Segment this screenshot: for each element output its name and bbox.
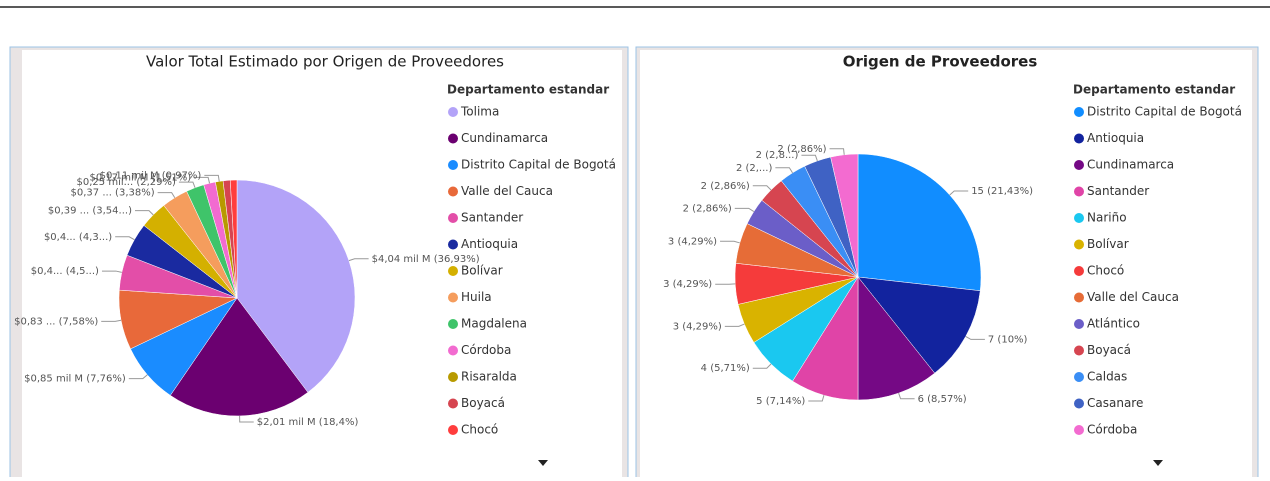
- legend-label: Tolima: [460, 105, 499, 119]
- data-label: $0,83 ... (7,58%): [14, 316, 98, 327]
- data-label: 3 (4,29%): [663, 279, 712, 290]
- legend-label: Valle del Cauca: [461, 184, 553, 198]
- data-label: $0,39 ... (3,54...): [48, 206, 132, 217]
- legend-swatch: [448, 293, 458, 303]
- data-label: $0,37 ... (3,38%): [71, 188, 155, 199]
- legend-label: Distrito Capital de Bogotá: [461, 158, 616, 172]
- legend-label: Cundinamarca: [461, 131, 548, 145]
- legend-swatch: [448, 240, 458, 250]
- chart-title: Valor Total Estimado por Origen de Prove…: [146, 53, 504, 71]
- data-label: 5 (7,14%): [756, 396, 805, 407]
- legend-label: Caldas: [1087, 370, 1127, 384]
- legend-label: Valle del Cauca: [1087, 290, 1179, 304]
- data-label: $2,01 mil M (18,4%): [257, 417, 359, 428]
- chart-title: Origen de Proveedores: [843, 53, 1038, 71]
- legend-label: Santander: [461, 211, 523, 225]
- legend-swatch: [1074, 240, 1084, 250]
- legend-label: Córdoba: [1087, 423, 1137, 437]
- data-label: $0,85 mil M (7,76%): [24, 374, 126, 385]
- legend-swatch: [1074, 187, 1084, 197]
- legend-swatch: [1074, 372, 1084, 382]
- data-label: $0,11 mil M (0,97%): [100, 170, 202, 181]
- legend-label: Antioquia: [1087, 131, 1144, 145]
- data-label: 2 (2,86%): [777, 144, 826, 155]
- legend-swatch: [448, 107, 458, 117]
- data-label: 2 (2,86%): [683, 203, 732, 214]
- legend-swatch: [448, 399, 458, 409]
- data-label: 4 (5,71%): [701, 363, 750, 374]
- legend-swatch: [1074, 346, 1084, 356]
- legend-swatch: [1074, 160, 1084, 170]
- data-label: 15 (21,43%): [971, 186, 1033, 197]
- data-label: 7 (10%): [988, 334, 1028, 345]
- legend-label: Boyacá: [461, 396, 505, 410]
- legend-title: Departamento estandar: [1073, 83, 1235, 97]
- legend-swatch: [1074, 266, 1084, 276]
- legend-swatch: [448, 319, 458, 329]
- legend-swatch: [1074, 319, 1084, 329]
- legend-label: Córdoba: [461, 343, 511, 357]
- legend-label: Bolívar: [1087, 237, 1129, 251]
- legend-title: Departamento estandar: [447, 83, 609, 97]
- legend-label: Huila: [461, 290, 492, 304]
- legend-swatch: [448, 187, 458, 197]
- legend-swatch: [1074, 134, 1084, 144]
- legend-swatch: [448, 346, 458, 356]
- data-label: 3 (4,29%): [673, 321, 722, 332]
- legend-label: Santander: [1087, 184, 1149, 198]
- data-label: 6 (8,57%): [918, 394, 967, 405]
- data-label: $0,4... (4,3...): [44, 232, 112, 243]
- data-label: 3 (4,29%): [668, 236, 717, 247]
- data-label: $0,4... (4,5...): [31, 266, 99, 277]
- legend-label: Atlántico: [1087, 317, 1140, 331]
- legend-label: Bolívar: [461, 264, 503, 278]
- legend-swatch: [448, 213, 458, 223]
- legend-label: Magdalena: [461, 317, 527, 331]
- legend-swatch: [448, 425, 458, 435]
- legend-label: Nariño: [1087, 211, 1127, 225]
- legend-swatch: [1074, 213, 1084, 223]
- data-label: 2 (2,...): [736, 163, 773, 174]
- legend-label: Chocó: [1087, 264, 1124, 278]
- legend-swatch: [448, 266, 458, 276]
- legend-swatch: [1074, 293, 1084, 303]
- legend-swatch: [1074, 107, 1084, 117]
- legend-label: Risaralda: [461, 370, 517, 384]
- legend-label: Boyacá: [1087, 343, 1131, 357]
- legend-swatch: [1074, 399, 1084, 409]
- data-label: 2 (2,86%): [701, 181, 750, 192]
- legend-swatch: [1074, 425, 1084, 435]
- legend-label: Distrito Capital de Bogotá: [1087, 105, 1242, 119]
- legend-label: Cundinamarca: [1087, 158, 1174, 172]
- legend-label: Chocó: [461, 423, 498, 437]
- legend-swatch: [448, 134, 458, 144]
- legend-swatch: [448, 372, 458, 382]
- legend-swatch: [448, 160, 458, 170]
- legend-label: Casanare: [1087, 396, 1143, 410]
- legend-label: Antioquia: [461, 237, 518, 251]
